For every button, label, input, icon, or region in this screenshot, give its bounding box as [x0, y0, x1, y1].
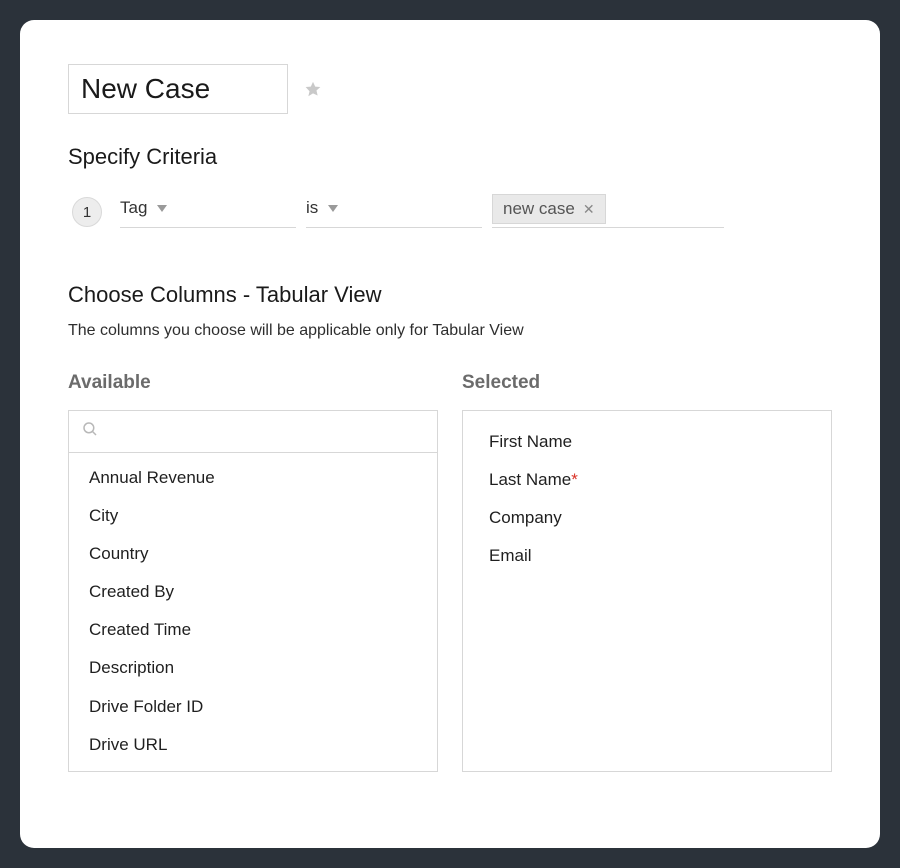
columns-picker: Available Annual RevenueCityCountryCreat… [68, 372, 832, 772]
required-indicator: * [571, 470, 578, 489]
available-item-list: Annual RevenueCityCountryCreated ByCreat… [69, 453, 437, 770]
criteria-operator-dropdown[interactable]: is [306, 196, 482, 228]
selected-header: Selected [462, 372, 832, 394]
view-title-input[interactable] [68, 64, 288, 114]
available-listbox: Annual RevenueCityCountryCreated ByCreat… [68, 410, 438, 772]
available-header: Available [68, 372, 438, 394]
selected-listbox: First NameLast Name*CompanyEmail [462, 410, 832, 772]
criteria-row: 1 Tag is new case ✕ [72, 196, 832, 228]
criteria-operator-label: is [306, 198, 318, 218]
list-item[interactable]: Last Name* [463, 461, 831, 499]
list-item[interactable]: First Name [463, 423, 831, 461]
available-column: Available Annual RevenueCityCountryCreat… [68, 372, 438, 772]
list-item[interactable]: Company [463, 499, 831, 537]
columns-section-heading: Choose Columns - Tabular View [68, 282, 832, 308]
criteria-row-number: 1 [72, 197, 102, 227]
chevron-down-icon [157, 205, 167, 212]
available-search-input[interactable] [107, 423, 425, 440]
criteria-section-heading: Specify Criteria [68, 144, 832, 170]
columns-hint-text: The columns you choose will be applicabl… [68, 322, 832, 340]
view-config-panel: Specify Criteria 1 Tag is new case ✕ [20, 20, 880, 848]
criteria-tag-chip[interactable]: new case ✕ [492, 194, 606, 224]
list-item[interactable]: Email [463, 537, 831, 575]
list-item[interactable]: Drive URL [69, 726, 437, 764]
criteria-tag-label: new case [503, 199, 575, 219]
list-item[interactable]: Description [69, 649, 437, 687]
title-row [68, 64, 832, 114]
close-icon[interactable]: ✕ [583, 202, 595, 216]
chevron-down-icon [328, 205, 338, 212]
list-item[interactable]: Created By [69, 573, 437, 611]
available-search-row [69, 411, 437, 453]
list-item[interactable]: Annual Revenue [69, 459, 437, 497]
list-item[interactable]: Created Time [69, 611, 437, 649]
criteria-field-label: Tag [120, 198, 147, 218]
favorite-star-icon[interactable] [304, 80, 322, 98]
list-item[interactable]: City [69, 497, 437, 535]
selected-column: Selected First NameLast Name*CompanyEmai… [462, 372, 832, 772]
list-item[interactable]: Drive Folder ID [69, 688, 437, 726]
criteria-value-field[interactable]: new case ✕ [492, 196, 724, 228]
search-icon [81, 420, 99, 443]
list-item[interactable]: Country [69, 535, 437, 573]
criteria-field-dropdown[interactable]: Tag [120, 196, 296, 228]
